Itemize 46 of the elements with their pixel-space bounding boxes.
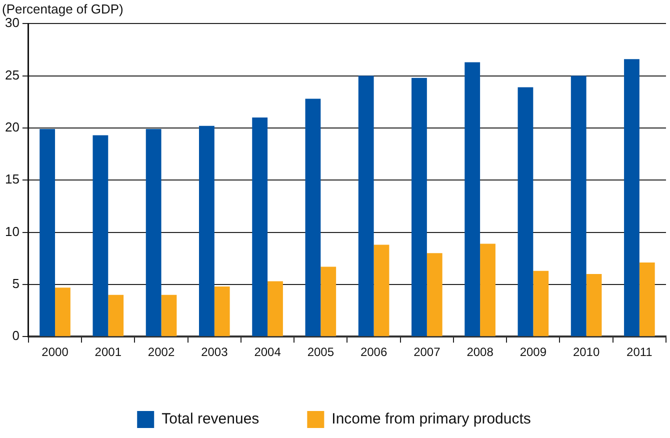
x-tick-label: 2006 — [360, 345, 388, 360]
bar — [570, 76, 586, 336]
bar — [412, 78, 427, 336]
bar — [146, 128, 162, 336]
bar — [464, 62, 480, 336]
bar — [199, 126, 214, 336]
bar — [305, 98, 321, 336]
x-tick-label: 2002 — [148, 345, 175, 360]
y-tick-label: 20 — [4, 120, 20, 135]
x-tick-label: 2000 — [42, 345, 69, 360]
bar — [161, 294, 177, 336]
y-tick-label: 15 — [4, 172, 20, 187]
bar — [40, 128, 56, 336]
bar — [586, 274, 602, 336]
bar — [480, 244, 496, 336]
bar — [624, 59, 640, 336]
bar — [358, 76, 374, 336]
bar — [108, 294, 124, 336]
bar — [252, 118, 268, 336]
x-tick-label: 2010 — [572, 345, 600, 360]
x-tick-label: 2007 — [414, 345, 441, 360]
bar — [320, 266, 336, 336]
y-tick-label: 5 — [12, 276, 20, 292]
x-tick-label: 2003 — [201, 345, 228, 360]
legend-label: Total revenues — [162, 410, 260, 428]
bar — [55, 288, 70, 336]
x-tick-label: 2005 — [307, 345, 334, 360]
bar — [374, 244, 390, 336]
bar — [518, 87, 534, 336]
bar — [426, 253, 442, 336]
x-tick-label: 2011 — [626, 345, 653, 360]
bar — [533, 270, 549, 336]
y-tick-label: 30 — [4, 15, 20, 30]
bar — [214, 286, 230, 336]
bar — [268, 281, 283, 336]
y-tick-label: 25 — [4, 67, 20, 82]
x-tick-label: 2008 — [466, 345, 494, 360]
bar — [639, 262, 655, 336]
chart-subtitle: (Percentage of GDP) — [2, 1, 124, 16]
x-tick-label: 2009 — [520, 345, 547, 360]
x-tick-label: 2004 — [254, 345, 282, 360]
bar — [92, 135, 108, 336]
legend-label: Income from primary products — [332, 410, 531, 428]
y-tick-label: 10 — [4, 224, 20, 239]
y-tick-label: 0 — [12, 328, 20, 344]
x-tick-label: 2001 — [94, 345, 122, 360]
